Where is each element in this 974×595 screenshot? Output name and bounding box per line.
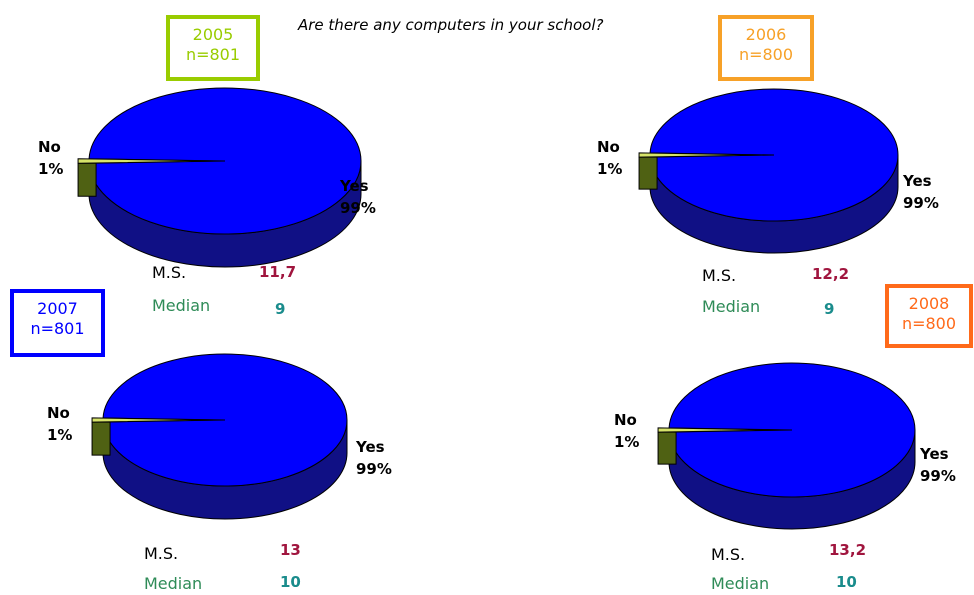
ms-label-2006: M.S.	[702, 266, 737, 285]
yes-label: Yes	[920, 445, 949, 463]
yes-slice-label-2008: Yes 99%	[920, 443, 956, 487]
no-slice-2005	[77, 158, 215, 164]
sample-size-label: n=801	[185, 45, 241, 64]
median-value-2008: 10	[836, 573, 857, 591]
ms-value-2006: 12,2	[812, 265, 850, 283]
yes-percent: 99%	[340, 199, 376, 217]
yes-percent: 99%	[356, 460, 392, 478]
year-box-2005: 2005 n=801	[166, 15, 260, 81]
sample-size-label: n=800	[901, 314, 957, 333]
no-percent: 1%	[614, 433, 640, 451]
no-label: No	[614, 411, 637, 429]
yes-slice-2006	[649, 88, 899, 222]
yes-slice-label-2007: Yes 99%	[356, 436, 392, 480]
yes-slice-2007	[102, 353, 348, 487]
median-label-2006: Median	[702, 297, 761, 316]
year-label: 2006	[745, 25, 787, 44]
no-slice-side-2005	[77, 162, 97, 197]
chart-title: Are there any computers in your school?	[298, 16, 604, 34]
ms-value-2007: 13	[280, 541, 301, 559]
yes-label: Yes	[903, 172, 932, 190]
no-slice-side-2008	[657, 431, 677, 465]
yes-percent: 99%	[920, 467, 956, 485]
median-value-2006: 9	[824, 300, 835, 318]
no-percent: 1%	[47, 426, 73, 444]
sample-size-label: n=801	[30, 319, 85, 338]
yes-label: Yes	[356, 438, 385, 456]
no-percent: 1%	[597, 160, 623, 178]
no-slice-label-2008: No 1%	[614, 409, 639, 453]
median-label-2008: Median	[711, 574, 770, 593]
ms-label-2007: M.S.	[144, 544, 179, 563]
sample-size-label: n=800	[738, 45, 794, 64]
no-label: No	[38, 138, 61, 156]
pie-chart-2005	[77, 87, 362, 268]
year-box-2007: 2007 n=801	[10, 289, 105, 357]
year-label: 2005	[192, 25, 234, 44]
no-slice-2008	[657, 427, 782, 433]
no-slice-label-2007: No 1%	[47, 402, 72, 446]
yes-slice-label-2005: Yes 99%	[340, 175, 376, 219]
year-box-2006: 2006 n=800	[718, 15, 814, 81]
no-slice-side-2006	[638, 156, 658, 190]
pie-chart-2006	[638, 88, 899, 254]
no-percent: 1%	[38, 160, 64, 178]
median-label-2007: Median	[144, 574, 203, 593]
ms-label-2008: M.S.	[711, 545, 746, 564]
no-label: No	[47, 404, 70, 422]
pie-chart-2007	[91, 353, 348, 520]
no-slice-label-2005: No 1%	[38, 136, 63, 180]
no-slice-side-2007	[91, 421, 111, 456]
yes-slice-2008	[668, 362, 916, 498]
no-slice-2006	[638, 152, 764, 158]
ms-value-2008: 13,2	[829, 541, 867, 559]
yes-percent: 99%	[903, 194, 939, 212]
no-slice-2007	[91, 417, 215, 423]
no-label: No	[597, 138, 620, 156]
yes-slice-label-2006: Yes 99%	[903, 170, 939, 214]
year-box-2008: 2008 n=800	[885, 284, 973, 348]
median-label-2005: Median	[152, 296, 211, 315]
yes-label: Yes	[340, 177, 369, 195]
median-value-2005: 9	[275, 300, 286, 318]
year-label: 2008	[908, 294, 950, 313]
year-label: 2007	[37, 299, 78, 318]
ms-value-2005: 11,7	[259, 263, 297, 281]
median-value-2007: 10	[280, 573, 301, 591]
no-slice-label-2006: No 1%	[597, 136, 622, 180]
ms-label-2005: M.S.	[152, 263, 187, 282]
yes-slice-2005	[88, 87, 362, 235]
pie-chart-2008	[657, 362, 916, 530]
